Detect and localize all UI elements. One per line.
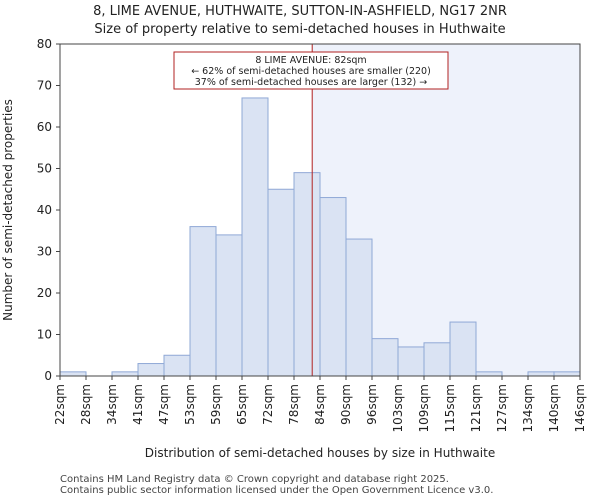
- histogram-bar: [371, 338, 399, 377]
- histogram-bar: [215, 234, 243, 377]
- y-tick-label: 30: [37, 245, 52, 259]
- histogram-bar: [163, 354, 191, 377]
- x-tick-label: 140sqm: [547, 384, 561, 432]
- x-tick-label: 146sqm: [573, 384, 587, 432]
- x-tick-label: 134sqm: [521, 384, 535, 432]
- annotation-title: 8 LIME AVENUE: 82sqm: [255, 55, 366, 66]
- x-tick-label: 47sqm: [157, 384, 171, 425]
- x-tick-label: 53sqm: [183, 384, 197, 425]
- x-tick-label: 109sqm: [417, 384, 431, 432]
- y-tick-label: 20: [37, 286, 52, 300]
- histogram-bar: [267, 188, 295, 377]
- y-tick-label: 80: [37, 37, 52, 51]
- y-axis-label: Number of semi-detached properties: [1, 99, 15, 321]
- footer-licence: Contains public sector information licen…: [60, 485, 494, 496]
- annotation-larger: 37% of semi-detached houses are larger (…: [195, 77, 428, 88]
- y-tick-label: 40: [37, 203, 52, 217]
- histogram-bar: [189, 226, 217, 377]
- histogram-bar: [553, 371, 581, 377]
- x-tick-label: 34sqm: [105, 384, 119, 425]
- x-tick-label: 115sqm: [443, 384, 457, 432]
- histogram-bar: [449, 321, 477, 377]
- histogram-bar: [475, 371, 503, 377]
- y-tick-label: 0: [44, 369, 52, 383]
- x-tick-label: 127sqm: [495, 384, 509, 432]
- histogram-bar: [423, 342, 451, 377]
- x-tick-label: 90sqm: [339, 384, 353, 425]
- annotation-smaller: ← 62% of semi-detached houses are smalle…: [191, 66, 431, 77]
- histogram-bar: [527, 371, 555, 377]
- footer-copyright: Contains HM Land Registry data © Crown c…: [60, 474, 449, 485]
- x-tick-label: 72sqm: [261, 384, 275, 425]
- y-tick-label: 70: [37, 79, 52, 93]
- histogram-bar: [345, 238, 373, 377]
- x-tick-label: 96sqm: [365, 384, 379, 425]
- histogram-chart: 8 LIME AVENUE: 82sqm ← 62% of semi-detac…: [1, 37, 587, 460]
- x-tick-label: 22sqm: [53, 384, 67, 425]
- chart-title: Size of property relative to semi-detach…: [94, 22, 506, 37]
- x-tick-label: 28sqm: [79, 384, 93, 425]
- histogram-bar: [397, 346, 425, 377]
- histogram-bar: [137, 363, 165, 377]
- annotation-box: [173, 51, 449, 90]
- y-tick-label: 10: [37, 328, 52, 342]
- x-tick-label: 103sqm: [391, 384, 405, 432]
- x-tick-label: 59sqm: [209, 384, 223, 425]
- y-tick-label: 60: [37, 120, 52, 134]
- x-tick-label: 78sqm: [287, 384, 301, 425]
- histogram-bar: [111, 371, 139, 377]
- histogram-bar: [319, 197, 347, 377]
- x-tick-label: 84sqm: [313, 384, 327, 425]
- histogram-bar: [59, 371, 87, 377]
- chart-title-address: 8, LIME AVENUE, HUTHWAITE, SUTTON-IN-ASH…: [93, 4, 507, 19]
- x-tick-label: 65sqm: [235, 384, 249, 425]
- x-tick-label: 121sqm: [469, 384, 483, 432]
- x-axis-label: Distribution of semi-detached houses by …: [145, 446, 495, 460]
- histogram-bar: [241, 97, 269, 377]
- x-tick-label: 41sqm: [131, 384, 145, 425]
- y-tick-label: 50: [37, 162, 52, 176]
- histogram-bar: [293, 172, 321, 377]
